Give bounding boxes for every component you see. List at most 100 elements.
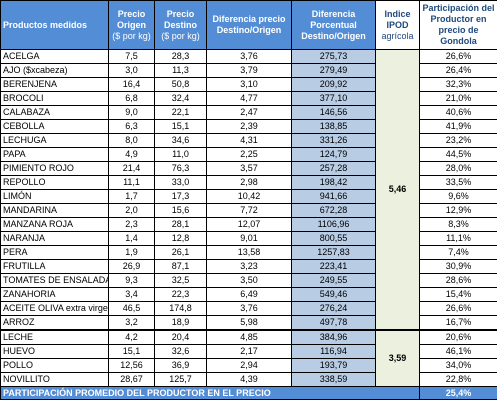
producer-share: 46,1%: [419, 344, 497, 359]
producer-share: 28,0%: [419, 161, 497, 176]
product-name: ACEITE OLIVA extra virgen: [0, 301, 109, 316]
price-difference: 3,50: [206, 273, 292, 288]
product-name: LECHUGA: [0, 133, 109, 148]
producer-share: 44,5%: [419, 147, 497, 162]
percent-difference: 331,26: [291, 133, 376, 148]
product-name: LIMÓN: [0, 189, 109, 204]
destination-price: 87,1: [154, 259, 207, 274]
origin-price: 1,7: [108, 189, 155, 204]
percent-difference: 275,73: [291, 49, 376, 64]
table-row: HUEVO 15,1 32,6 2,17 116,94 46,1%: [0, 344, 497, 359]
table-row: LECHUGA 8,0 34,6 4,31 331,26 23,2%: [0, 133, 497, 148]
header-row: Productos medidos Precio Origen ($ por kg…: [0, 0, 497, 50]
table-row: PERA 1,9 26,1 13,58 1257,83 7,4%: [0, 245, 497, 260]
destination-price: 33,0: [154, 175, 207, 190]
percent-difference: 249,55: [291, 273, 376, 288]
percent-difference: 146,56: [291, 105, 376, 120]
destination-price: 36,9: [154, 358, 207, 373]
origin-price: 6,8: [108, 91, 155, 106]
origin-price: 11,1: [108, 175, 155, 190]
producer-share: 8,3%: [419, 217, 497, 232]
origin-price: 9,3: [108, 273, 155, 288]
price-difference: 2,98: [206, 175, 292, 190]
product-name: AJO ($xcabeza): [0, 63, 109, 78]
table-row: ACELGA 7,5 28,3 3,76 275,73 5,46 26,6%: [0, 49, 497, 331]
table-row: LIMÓN 1,7 17,3 10,42 941,66 9,6%: [0, 189, 497, 204]
destination-price: 11,3: [154, 63, 207, 78]
header-destination-price: Precio Destino ($ por kg): [154, 0, 207, 50]
table-row: POLLO 12,56 36,9 2,94 193,79 34,0%: [0, 358, 497, 373]
product-name: PAPA: [0, 147, 109, 162]
producer-share: 40,6%: [419, 105, 497, 120]
producer-share: 11,1%: [419, 231, 497, 246]
producer-share: 33,5%: [419, 175, 497, 190]
product-name: REPOLLO: [0, 175, 109, 190]
origin-price: 8,0: [108, 133, 155, 148]
product-name: CALABAZA: [0, 105, 109, 120]
price-difference: 2,17: [206, 344, 292, 359]
destination-price: 34,6: [154, 133, 207, 148]
price-difference: 7,72: [206, 203, 292, 218]
origin-price: 26,9: [108, 259, 155, 274]
destination-price: 26,1: [154, 245, 207, 260]
percent-difference: 116,94: [291, 344, 376, 359]
product-name: CEBOLLA: [0, 119, 109, 134]
price-difference: 3,76: [206, 301, 292, 316]
price-difference: 3,79: [206, 63, 292, 78]
table-row: PAPA 4,9 11,0 2,25 124,79 44,5%: [0, 147, 497, 162]
ipod-index-value: 5,46: [375, 49, 420, 331]
percent-difference: 1257,83: [291, 245, 376, 260]
table-row: ACEITE OLIVA extra virgen 46,5 174,8 3,76 27…: [0, 301, 497, 316]
percent-difference: 497,78: [291, 315, 376, 331]
origin-price: 3,2: [108, 315, 155, 331]
destination-price: 32,4: [154, 91, 207, 106]
table-row: PIMIENTO ROJO 21,4 76,3 3,57 257,28 28,0%: [0, 161, 497, 176]
origin-price: 16,4: [108, 77, 155, 92]
destination-price: 50,8: [154, 77, 207, 92]
origin-price: 12,56: [108, 358, 155, 373]
producer-share: 26,4%: [419, 63, 497, 78]
destination-price: 32,5: [154, 273, 207, 288]
price-difference: 13,58: [206, 245, 292, 260]
percent-difference: 276,24: [291, 301, 376, 316]
origin-price: 4,2: [108, 329, 155, 345]
header-price-difference: Diferencia precio Destino/Origen: [206, 0, 292, 50]
producer-share: 15,4%: [419, 287, 497, 302]
product-name: PERA: [0, 245, 109, 260]
product-name: NOVILLITO: [0, 372, 109, 387]
table-row: BERENJENA 16,4 50,8 3,10 209,92 32,3%: [0, 77, 497, 92]
product-name: ACELGA: [0, 49, 109, 64]
destination-price: 28,1: [154, 217, 207, 232]
destination-price: 15,6: [154, 203, 207, 218]
origin-price: 3,4: [108, 287, 155, 302]
origin-price: 6,3: [108, 119, 155, 134]
price-difference: 3,23: [206, 259, 292, 274]
producer-share: 20,6%: [419, 329, 497, 345]
product-name: TOMATES DE ENSALADA: [0, 273, 109, 288]
product-name: POLLO: [0, 358, 109, 373]
ipod-index-value: 3,59: [375, 329, 420, 387]
header-origin-price: Precio Origen ($ por kg): [108, 0, 155, 50]
producer-share: 7,4%: [419, 245, 497, 260]
price-difference: 4,85: [206, 329, 292, 345]
origin-price: 7,5: [108, 49, 155, 64]
destination-price: 11,0: [154, 147, 207, 162]
producer-share: 32,3%: [419, 77, 497, 92]
table-row: CEBOLLA 6,3 15,1 2,39 138,85 41,9%: [0, 119, 497, 134]
price-difference: 4,39: [206, 372, 292, 387]
table-row: ZANAHORIA 3,4 22,3 6,49 549,46 15,4%: [0, 287, 497, 302]
percent-difference: 1106,96: [291, 217, 376, 232]
table-row: TOMATES DE ENSALADA 9,3 32,5 3,50 249,55 28,6…: [0, 273, 497, 288]
percent-difference: 209,92: [291, 77, 376, 92]
price-difference: 10,42: [206, 189, 292, 204]
destination-price: 32,6: [154, 344, 207, 359]
table-row: NOVILLITO 28,67 125,7 4,39 338,59 22,8%: [0, 372, 497, 387]
origin-price: 1,9: [108, 245, 155, 260]
producer-share: 30,9%: [419, 259, 497, 274]
percent-difference: 338,59: [291, 372, 376, 387]
table-row: REPOLLO 11,1 33,0 2,98 198,42 33,5%: [0, 175, 497, 190]
percent-difference: 124,79: [291, 147, 376, 162]
table-row: AJO ($xcabeza) 3,0 11,3 3,79 279,49 26,4%: [0, 63, 497, 78]
